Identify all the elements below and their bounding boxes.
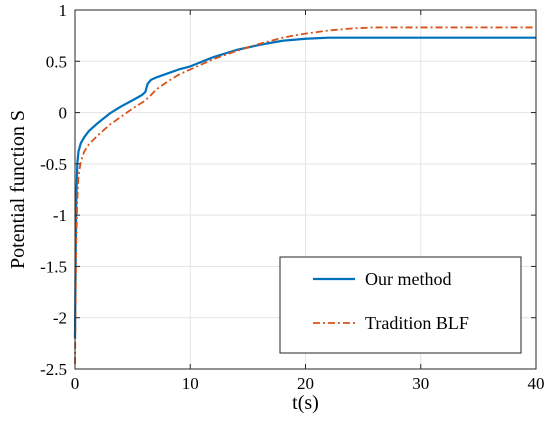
series-layer bbox=[73, 26, 536, 364]
x-tick-label: 0 bbox=[71, 374, 80, 393]
y-tick-label: -1 bbox=[53, 206, 67, 225]
legend-label: Tradition BLF bbox=[365, 313, 469, 333]
x-tick-label: 40 bbox=[528, 374, 545, 393]
x-tick-label: 30 bbox=[412, 374, 429, 393]
y-axis-label: Potential function S bbox=[7, 110, 29, 269]
y-tick-label: 0 bbox=[59, 104, 68, 123]
series-line-1 bbox=[73, 36, 536, 339]
y-tick-label: -2 bbox=[53, 309, 67, 328]
x-axis-label: t(s) bbox=[292, 392, 319, 414]
x-tick-label: 20 bbox=[297, 374, 314, 393]
legend-label: Our method bbox=[365, 269, 451, 289]
legend-box bbox=[279, 256, 522, 354]
y-tick-label: -0.5 bbox=[40, 155, 67, 174]
legend: Our method Tradition BLF bbox=[279, 256, 522, 354]
ticks: 0 10 20 30 40 -2.5 -2 -1.5 -1 -0.5 0 0.5 1 bbox=[40, 1, 544, 393]
y-tick-label: -2.5 bbox=[40, 360, 67, 379]
y-tick-label: -1.5 bbox=[40, 257, 67, 276]
y-tick-label: 0.5 bbox=[46, 52, 67, 71]
series-line-2 bbox=[74, 26, 536, 364]
y-tick-label: 1 bbox=[59, 1, 68, 20]
x-tick-label: 10 bbox=[182, 374, 199, 393]
